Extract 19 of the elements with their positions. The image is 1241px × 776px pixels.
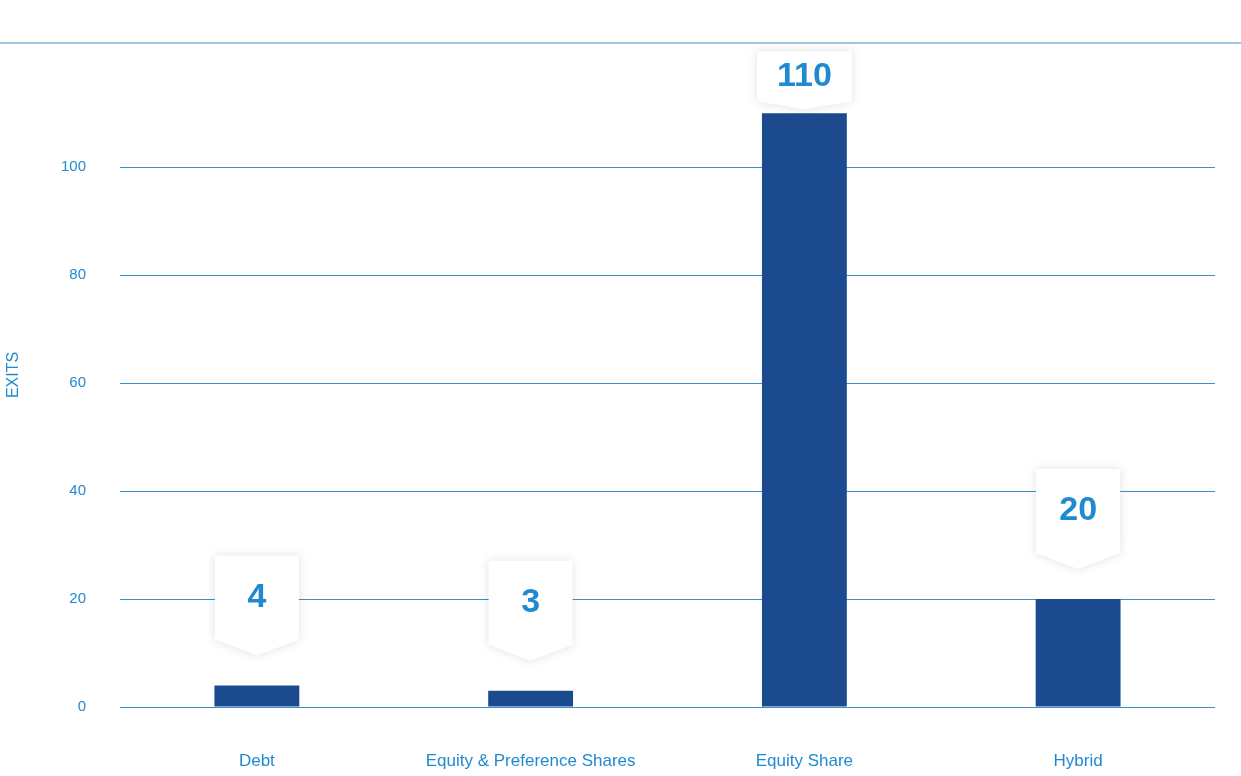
bar [214,685,300,707]
data-label: 3 [521,581,541,620]
y-tick-label: 100 [60,157,86,175]
data-label: 4 [247,575,267,614]
y-tick-label: 0 [77,697,86,715]
y-axis-title: EXITS [4,351,22,399]
x-tick-label: Equity Share [755,750,854,770]
bar [1035,599,1121,707]
x-tick-label: Hybrid [1053,750,1103,770]
bar [488,690,574,707]
y-tick-label: 60 [69,373,86,391]
y-tick-label: 40 [69,481,86,499]
x-tick-label: Debt [238,750,276,770]
y-tick-label: 80 [69,265,86,283]
bar [761,113,847,707]
data-label: 110 [776,54,832,93]
x-tick-label: Equity & Preference Shares [425,750,636,770]
data-label: 20 [1059,489,1098,528]
y-tick-label: 20 [69,589,86,607]
